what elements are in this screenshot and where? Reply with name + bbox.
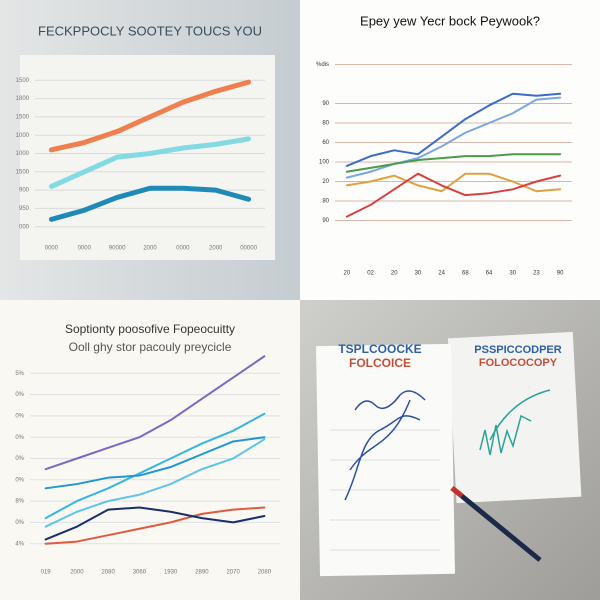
x-tick-label: 0000 [78,246,92,252]
line-series [44,436,266,490]
y-tick-label: 5% [15,371,24,377]
photo: TSPLCOOCKE FOLCOICE PSSPICCODPER FOLOCOC… [316,331,582,577]
line-series [44,355,266,471]
y-tick-label: 0% [15,477,24,483]
pencil [450,486,542,562]
line-series [345,172,562,218]
x-tick-label: 23 [533,271,540,277]
x-tick-label: 2070 [226,570,240,576]
paper-title: PSSPICCODPER [474,344,561,356]
y-tick-label: 4% [15,541,24,547]
x-tick-label: 20 [344,271,351,277]
paper-subtitle: FOLCOICE [349,356,411,370]
x-tick-label: 3060 [133,570,147,576]
line-series [48,136,252,189]
y-tick-label: 80 [322,121,329,127]
x-tick-label: 019 [41,570,52,576]
y-tick-label: 950 [19,206,30,212]
chart-title: Epey yew Yecr bock Peywook? [360,13,540,28]
y-tick-label: 100 [319,160,330,166]
x-tick-label: 2000 [143,246,157,252]
line-series [44,506,266,541]
y-tick-label: 1500 [16,78,30,84]
y-tick-label: 20 [322,179,329,185]
x-tick-label: 2000 [209,246,223,252]
y-tick-label: 1800 [16,96,30,102]
y-tick-label: 80 [322,199,329,205]
x-tick-label: 20 [391,271,398,277]
y-tick-label: 0% [15,520,24,526]
chart-title: FECKPPOCLY SOOTEY TOUCS YOU [38,23,262,38]
y-tick-label: 90 [322,218,329,224]
x-tick-label: 30 [509,271,516,277]
paper-title: TSPLCOOCKE [338,342,421,356]
paper-lines [330,429,440,551]
chart-title: Soptionty poosofive Fopeocuitty [65,322,235,336]
line-series [345,92,562,167]
x-tick-label: 24 [438,271,445,277]
x-tick-label: 68 [462,271,469,277]
y-tick-label: 90 [322,101,329,107]
line-series [44,438,266,528]
chart-subtitle: Ooll ghy stor pacouly preycicle [69,340,232,354]
y-tick-label: 1000 [16,151,30,157]
x-tick-label: 2000 [70,570,84,576]
x-tick-label: 30 [415,271,422,277]
x-tick-label: 00000 [240,246,257,252]
y-tick-label: 1000 [16,133,30,139]
x-tick-label: 0000 [45,246,59,252]
y-tick-label: 0% [15,435,24,441]
sketch [479,389,551,456]
x-tick-label: 90000 [109,246,126,252]
x-tick-label: 2080 [101,570,115,576]
panel-bg [0,300,300,600]
line-series [48,185,252,222]
pencil-tip [450,486,464,498]
x-tick-label: 0000 [176,246,190,252]
x-tick-label: 64 [486,271,493,277]
line-series [345,96,562,179]
x-tick-label: 2890 [195,570,209,576]
line-series [44,506,266,545]
line-series [48,79,252,153]
y-tick-label: %dis [316,62,329,68]
paper [447,331,582,504]
y-tick-label: 60 [322,140,329,146]
y-tick-label: 1500 [16,114,30,120]
y-tick-label: 0% [15,413,24,419]
line-series [44,412,266,520]
sketch [344,390,426,501]
x-tick-label: 2080 [258,570,272,576]
panel-bg [300,0,600,300]
y-tick-label: 1500 [16,169,30,175]
y-tick-label: 000 [19,224,30,230]
x-tick-label: 02 [367,271,374,277]
x-tick-label: 90 [557,271,564,277]
y-tick-label: 0% [15,456,24,462]
y-tick-label: 900 [19,188,30,194]
y-tick-label: 8% [15,499,24,505]
y-tick-label: 0% [15,392,24,398]
x-tick-label: 1930 [164,570,178,576]
paper-subtitle: FOLOCOCOPY [479,357,558,369]
line-series [345,153,562,173]
